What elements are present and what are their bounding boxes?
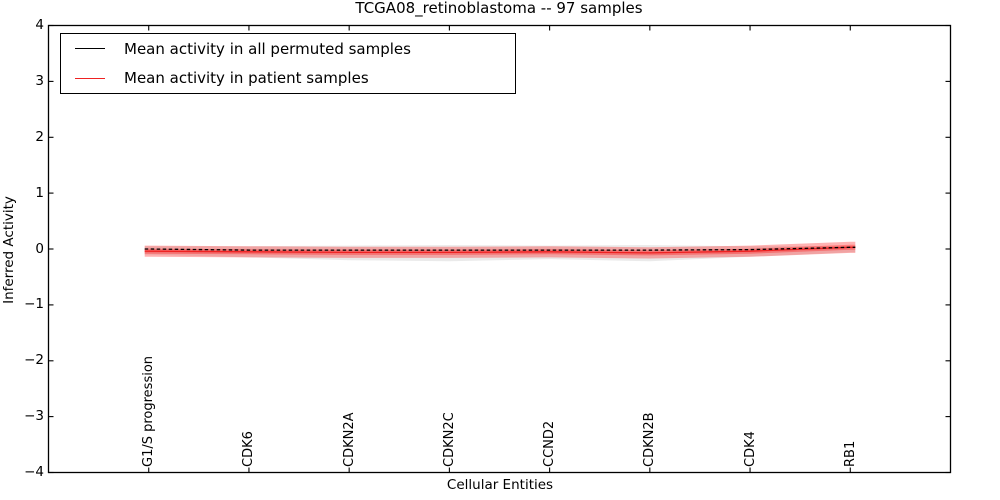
y-tick-label: −4	[24, 464, 44, 480]
permuted-mean-line	[144, 246, 856, 251]
y-tick-label: −3	[24, 408, 44, 425]
legend-label-permuted: Mean activity in all permuted samples	[124, 39, 411, 58]
legend-item-permuted: Mean activity in all permuted samples	[61, 34, 515, 64]
chart-title: TCGA08_retinoblastoma -- 97 samples	[355, 0, 643, 17]
x-tick-label: RB1	[842, 440, 858, 467]
x-tick-label: CDKN2A	[341, 412, 357, 467]
y-tick-label: 1	[35, 184, 44, 201]
x-tick-label: G1/S progression	[141, 355, 157, 467]
y-tick-label: 3	[35, 72, 44, 89]
legend-line-patient	[75, 77, 105, 79]
patient-mean-line	[144, 246, 856, 254]
x-tick-label: CCND2	[542, 420, 558, 467]
x-tick-label: CDKN2C	[441, 412, 457, 467]
legend-label-patient: Mean activity in patient samples	[124, 69, 369, 88]
y-tick-label: −2	[24, 352, 44, 369]
legend-item-patient: Mean activity in patient samples	[61, 64, 515, 94]
legend-line-permuted	[75, 48, 105, 50]
y-tick-label: 4	[35, 17, 44, 33]
permuted-band	[144, 245, 856, 262]
x-axis-label: Cellular Entities	[446, 477, 554, 493]
y-tick-label: 0	[35, 240, 44, 257]
legend: Mean activity in all permuted samples Me…	[60, 33, 516, 94]
y-tick-label: 2	[35, 128, 44, 145]
x-tick-label: CDK6	[241, 431, 257, 467]
x-tick-label: CDKN2B	[642, 412, 658, 467]
y-tick-label: −1	[24, 296, 44, 313]
x-tick-label: CDK4	[742, 431, 758, 467]
